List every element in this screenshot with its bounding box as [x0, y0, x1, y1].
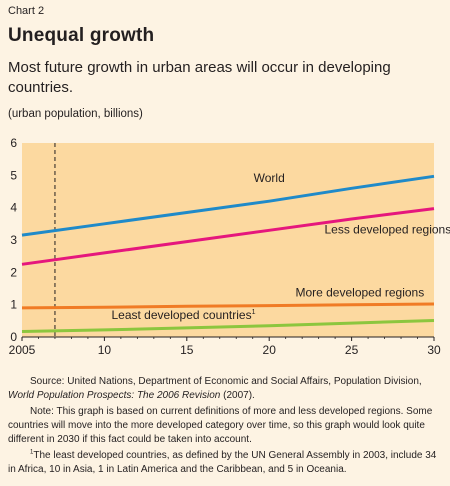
x-tick-label: 10: [98, 343, 112, 357]
footnote-marker: 1: [30, 449, 34, 456]
source-title: World Population Prospects: The 2006 Rev…: [8, 390, 221, 401]
footnote-text: The least developed countries, as define…: [8, 450, 437, 475]
y-tick-label: 0: [10, 330, 17, 344]
x-tick-label: 15: [180, 343, 194, 357]
y-tick-label: 3: [10, 233, 17, 247]
series-label: Least developed countries1: [111, 308, 255, 322]
source-suffix: (2007).: [220, 390, 255, 401]
series-label: World: [254, 171, 285, 185]
chart-number: Chart 2: [8, 5, 45, 17]
source-note: Source: United Nations, Department of Ec…: [8, 375, 442, 403]
y-axis-unit-label: (urban population, billions): [8, 108, 143, 120]
note-text: Note: This graph is based on current def…: [8, 406, 433, 445]
series-label: Less developed regions: [324, 223, 450, 237]
series-label: More developed regions: [295, 286, 424, 300]
y-tick-label: 2: [10, 265, 17, 279]
x-tick-label: 30: [427, 343, 441, 357]
series-line: [21, 174, 435, 237]
footnote: 1The least developed countries, as defin…: [8, 449, 442, 477]
series-label-footnote-marker: 1: [252, 309, 256, 316]
series-line: [21, 302, 435, 310]
source-text: Source: United Nations, Department of Ec…: [30, 376, 422, 387]
y-tick-label: 5: [10, 168, 17, 182]
x-tick-label: 20: [263, 343, 277, 357]
series-line: [21, 319, 435, 333]
chart-title: Unequal growth: [8, 25, 155, 46]
y-tick-label: 4: [10, 201, 17, 215]
series-line: [21, 207, 435, 266]
chart-notes: Source: United Nations, Department of Ec…: [8, 375, 442, 477]
chart-subtitle: Most future growth in urban areas will o…: [8, 59, 391, 96]
y-tick-label: 6: [10, 136, 17, 150]
y-tick-label: 1: [10, 298, 17, 312]
x-tick-label: 2005: [9, 343, 36, 357]
x-tick-label: 25: [345, 343, 359, 357]
